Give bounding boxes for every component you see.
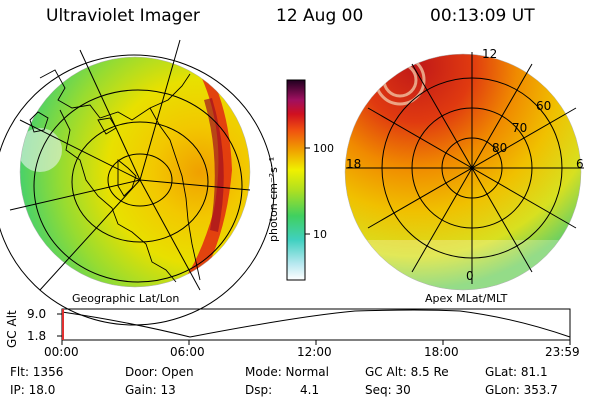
left-aurora-image bbox=[19, 56, 251, 288]
time-label: 00:13:09 UT bbox=[430, 6, 535, 26]
colorbar: 100 10 photon cm⁻²s⁻¹ bbox=[267, 79, 334, 281]
ip-value: IP: 18.0 bbox=[10, 383, 56, 397]
left-panel-caption: Geographic Lat/Lon bbox=[72, 292, 179, 305]
mlt-6-label: 6 bbox=[576, 157, 584, 171]
gain-value: Gain: 13 bbox=[125, 383, 176, 397]
timeline-ytick-low: 1.8 bbox=[27, 329, 46, 343]
mlat-70-label: 70 bbox=[512, 121, 527, 135]
mlt-0-label: 0 bbox=[466, 269, 474, 283]
right-aurora-image bbox=[344, 53, 582, 291]
instrument-title: Ultraviolet Imager bbox=[46, 6, 200, 26]
dsp-value: 4.1 bbox=[300, 383, 320, 397]
mlat-60-label: 60 bbox=[536, 99, 551, 113]
timeline-xtick-1800: 18:00 bbox=[424, 345, 459, 359]
colorbar-unit-label: photon cm⁻²s⁻¹ bbox=[267, 157, 280, 242]
geo-lon-value: GLon: 353.7 bbox=[485, 383, 558, 397]
gc-alt-value: GC Alt: 8.5 Re bbox=[365, 365, 449, 379]
timeline-xtick-0000: 00:00 bbox=[44, 345, 79, 359]
door-status: Door: Open bbox=[125, 365, 194, 379]
right-panel-caption: Apex MLat/MLT bbox=[425, 292, 508, 305]
mode-value: Mode: Normal bbox=[245, 365, 329, 379]
right-grid bbox=[346, 52, 584, 284]
mlt-12-label: 12 bbox=[482, 47, 497, 61]
geo-lat-value: GLat: 81.1 bbox=[485, 365, 548, 379]
timeline-xtick-2359: 23:59 bbox=[545, 345, 580, 359]
timeline-ytick-high: 9.0 bbox=[27, 307, 46, 321]
left-grid bbox=[0, 39, 275, 326]
timeline-axis-label: GC Alt bbox=[5, 310, 19, 348]
colorbar-tick-100: 100 bbox=[313, 142, 334, 155]
altitude-timeline bbox=[57, 308, 571, 345]
flight-number: Flt: 1356 bbox=[10, 365, 64, 379]
mlt-18-label: 18 bbox=[346, 157, 361, 171]
dsp-label: Dsp: bbox=[245, 383, 273, 397]
coastline bbox=[29, 69, 201, 283]
timeline-xtick-0600: 06:00 bbox=[170, 345, 205, 359]
mlat-80-label: 80 bbox=[492, 141, 507, 155]
timeline-xtick-1200: 12:00 bbox=[297, 345, 332, 359]
date-label: 12 Aug 00 bbox=[276, 6, 364, 26]
colorbar-tick-10: 10 bbox=[313, 228, 327, 241]
sequence-value: Seq: 30 bbox=[365, 383, 411, 397]
